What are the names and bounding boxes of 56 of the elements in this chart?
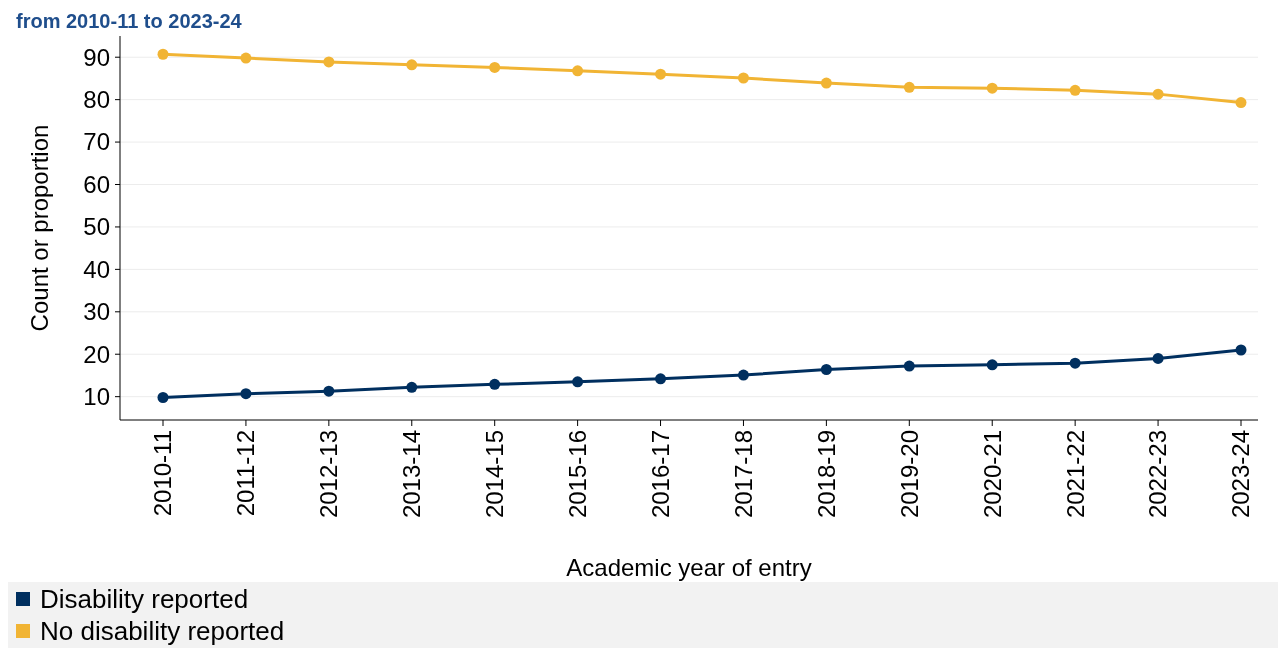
legend-label: No disability reported bbox=[40, 616, 285, 647]
x-tick-label: 2010-11 bbox=[149, 430, 177, 517]
point bbox=[903, 360, 915, 372]
point bbox=[489, 378, 501, 390]
x-tick-label: 2015-16 bbox=[564, 430, 592, 519]
point bbox=[903, 81, 915, 93]
y-tick-label: 90 bbox=[83, 43, 110, 71]
point bbox=[986, 82, 998, 94]
point bbox=[655, 373, 667, 385]
legend-label: Disability reported bbox=[40, 584, 249, 615]
point bbox=[820, 364, 832, 376]
x-tick-label: 2013-14 bbox=[398, 430, 426, 519]
point bbox=[655, 68, 667, 80]
point bbox=[737, 72, 749, 84]
x-tick-label: 2014-15 bbox=[481, 430, 509, 519]
point bbox=[1152, 88, 1164, 100]
point bbox=[1152, 352, 1164, 364]
y-tick-label: 60 bbox=[83, 170, 110, 198]
point bbox=[1069, 84, 1081, 96]
point bbox=[572, 376, 584, 388]
x-tick-label: 2022-23 bbox=[1144, 430, 1172, 519]
y-tick-label: 50 bbox=[83, 213, 110, 241]
x-tick-label: 2017-18 bbox=[729, 430, 757, 519]
y-tick-label: 80 bbox=[83, 86, 110, 114]
point bbox=[1235, 97, 1247, 109]
y-tick-label: 30 bbox=[83, 298, 110, 326]
y-axis-title: Count or proportion bbox=[26, 124, 53, 332]
y-tick-label: 10 bbox=[83, 383, 110, 411]
point bbox=[1235, 344, 1247, 356]
point bbox=[737, 369, 749, 381]
point bbox=[820, 77, 832, 89]
x-tick-label: 2018-19 bbox=[812, 430, 840, 519]
x-tick-label: 2012-13 bbox=[315, 430, 343, 519]
x-tick-label: 2020-21 bbox=[978, 430, 1006, 519]
x-tick-label: 2011-12 bbox=[232, 430, 260, 517]
chart-title: from 2010-11 to 2023-24 bbox=[16, 10, 243, 32]
x-tick-label: 2023-24 bbox=[1227, 430, 1255, 519]
point bbox=[323, 385, 335, 397]
point bbox=[240, 52, 252, 64]
y-tick-label: 70 bbox=[83, 128, 110, 156]
y-tick-label: 40 bbox=[83, 255, 110, 283]
point bbox=[1069, 357, 1081, 369]
x-axis-title: Academic year of entry bbox=[566, 554, 812, 581]
point bbox=[323, 56, 335, 68]
point bbox=[572, 65, 584, 77]
point bbox=[489, 61, 501, 73]
y-tick-label: 20 bbox=[83, 340, 110, 368]
x-tick-label: 2019-20 bbox=[895, 430, 923, 519]
point bbox=[240, 388, 252, 400]
point bbox=[406, 381, 418, 393]
x-tick-label: 2021-22 bbox=[1061, 430, 1089, 519]
point bbox=[157, 48, 169, 60]
x-tick-label: 2016-17 bbox=[646, 430, 674, 519]
point bbox=[406, 59, 418, 71]
point bbox=[986, 359, 998, 371]
point bbox=[157, 392, 169, 404]
